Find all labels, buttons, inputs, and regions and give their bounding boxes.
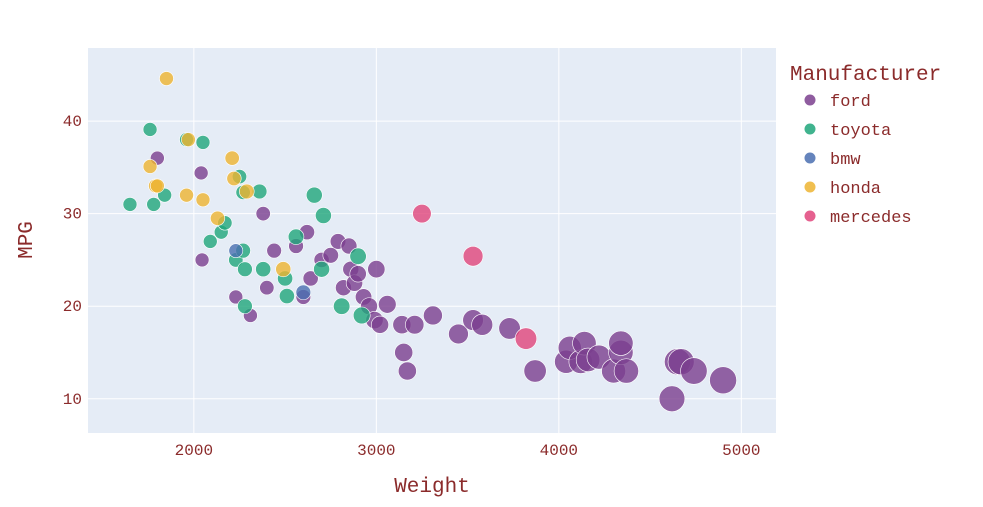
marker-honda [142, 159, 158, 174]
marker-mercedes [462, 245, 484, 267]
marker-ford [405, 315, 425, 335]
marker-ford [371, 315, 389, 334]
legend-item-ford[interactable]: ford [804, 93, 871, 112]
legend-marker [804, 210, 816, 222]
legend-label: toyota [830, 122, 891, 141]
legend-label: bmw [830, 151, 861, 170]
legend-marker [804, 152, 816, 164]
legend-label: mercedes [830, 209, 912, 228]
legend-item-toyota[interactable]: toyota [804, 122, 892, 141]
marker-toyota [352, 306, 371, 325]
legend: Manufacturer ford toyota bmw honda mercedes [790, 64, 941, 228]
marker-toyota [146, 197, 161, 212]
y-axis-title: MPG [16, 221, 39, 259]
x-tick-label: 4000 [540, 442, 578, 460]
x-tick-label: 5000 [722, 442, 760, 460]
marker-toyota [237, 298, 253, 314]
legend-label: honda [830, 180, 881, 199]
marker-toyota [333, 297, 351, 315]
marker-ford [259, 280, 275, 296]
marker-ford [613, 358, 639, 384]
marker-toyota [202, 234, 218, 249]
legend-title: Manufacturer [790, 64, 941, 87]
marker-honda [195, 192, 211, 208]
y-tick-label: 40 [63, 113, 82, 131]
tick-labels: 2000 3000 4000 5000 10 20 30 40 [63, 113, 761, 460]
marker-toyota [255, 261, 272, 278]
y-tick-label: 20 [63, 298, 82, 316]
marker-bmw [295, 284, 312, 301]
marker-toyota [195, 135, 211, 150]
marker-mercedes [514, 327, 538, 350]
marker-ford [367, 260, 386, 279]
x-tick-label: 3000 [357, 442, 395, 460]
marker-honda [239, 183, 255, 200]
legend-item-honda[interactable]: honda [804, 180, 882, 199]
legend-item-bmw[interactable]: bmw [804, 151, 862, 170]
x-tick-label: 2000 [175, 442, 213, 460]
marker-ford [658, 385, 686, 412]
marker-toyota [287, 228, 305, 245]
marker-mercedes [412, 204, 432, 224]
marker-ford [255, 206, 271, 222]
marker-ford [302, 270, 319, 287]
marker-ford [608, 330, 634, 356]
marker-honda [181, 132, 196, 147]
marker-ford [266, 242, 282, 259]
y-tick-label: 10 [63, 391, 82, 409]
marker-ford [498, 317, 521, 340]
marker-toyota [313, 260, 330, 278]
marker-ford [397, 361, 417, 381]
marker-honda [159, 71, 174, 86]
marker-toyota [122, 197, 138, 212]
marker-ford [378, 295, 397, 314]
marker-toyota [315, 207, 332, 224]
marker-ford [193, 165, 209, 181]
marker-ford [423, 305, 443, 326]
legend-marker [804, 181, 816, 193]
marker-honda [226, 170, 242, 187]
marker-honda [210, 210, 226, 226]
marker-ford [523, 359, 547, 383]
marker-honda [150, 178, 165, 194]
marker-ford [471, 313, 494, 336]
marker-honda [224, 150, 240, 166]
legend-marker [804, 94, 816, 106]
legend-marker [804, 123, 816, 135]
data-markers [122, 71, 737, 412]
marker-ford [680, 357, 708, 385]
marker-honda [179, 187, 194, 203]
x-axis-title: Weight [394, 476, 470, 499]
legend-items: ford toyota bmw honda mercedes [804, 93, 912, 228]
marker-toyota [349, 247, 367, 265]
marker-honda [275, 261, 292, 278]
plot-background [88, 48, 776, 433]
marker-ford [448, 323, 469, 345]
marker-toyota [237, 261, 253, 277]
marker-bmw [228, 243, 244, 258]
marker-ford [228, 289, 244, 305]
legend-label: ford [830, 93, 871, 112]
legend-item-mercedes[interactable]: mercedes [804, 209, 912, 228]
marker-toyota [142, 122, 158, 137]
marker-ford [709, 366, 737, 395]
marker-ford [194, 252, 210, 268]
marker-ford [349, 265, 367, 283]
marker-ford [322, 247, 339, 264]
marker-ford [394, 343, 414, 362]
y-tick-label: 30 [63, 206, 82, 224]
marker-toyota [305, 186, 323, 204]
marker-toyota [278, 288, 295, 304]
